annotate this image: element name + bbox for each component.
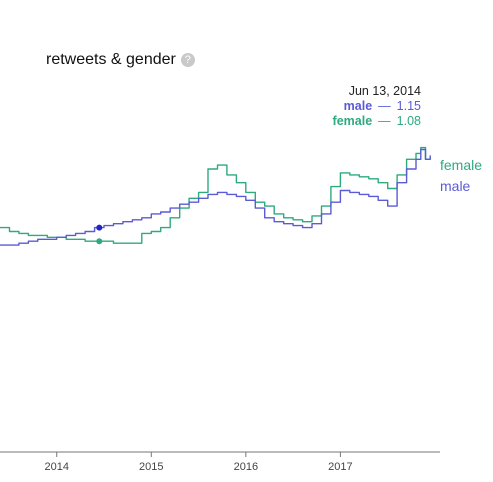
chart-title: retweets & gender?	[46, 51, 195, 69]
series-end-label-female: female	[440, 157, 483, 173]
hover-tooltip: Jun 13, 2014 male — 1.15 female — 1.08	[333, 84, 421, 129]
x-tick-label: 2017	[328, 461, 352, 473]
tooltip-series-value: 1.15	[396, 99, 421, 113]
x-tick-label: 2015	[139, 461, 163, 473]
series-line-female	[0, 146, 431, 244]
x-tick-label: 2016	[234, 461, 258, 473]
tooltip-series-name: male	[343, 99, 373, 113]
question-icon[interactable]: ?	[180, 53, 195, 67]
hover-marker-male	[96, 224, 103, 231]
hover-marker-female	[96, 238, 103, 245]
tooltip-row-female: female — 1.08	[333, 114, 421, 129]
tooltip-row-male: male — 1.15	[333, 99, 421, 114]
x-tick-label: 2014	[44, 461, 68, 473]
tooltip-series-swatch: —	[378, 99, 391, 113]
series-line-male	[0, 148, 431, 246]
tooltip-series-value: 1.08	[396, 114, 421, 128]
series-end-label-male: male	[440, 178, 471, 194]
tooltip-date: Jun 13, 2014	[348, 84, 421, 98]
tooltip-series-swatch: —	[378, 114, 391, 128]
tooltip-series-name: female	[332, 114, 373, 128]
chart-title-text: retweets & gender	[46, 51, 176, 68]
